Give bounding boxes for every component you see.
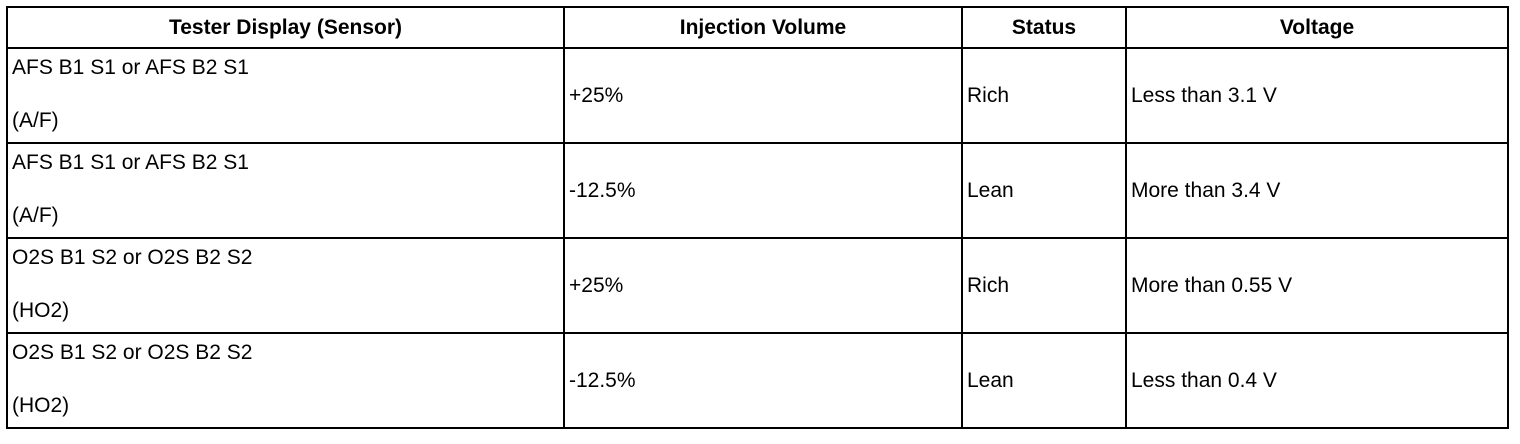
sensor-type: (A/F) <box>12 109 59 132</box>
voltage-cell: Less than 0.4 V <box>1125 332 1509 429</box>
voltage-cell: More than 3.4 V <box>1125 142 1509 239</box>
table-header: Tester Display (Sensor) Injection Volume… <box>6 6 1509 49</box>
sensor-type: (A/F) <box>12 204 59 227</box>
sensor-cell: O2S B1 S2 or O2S B2 S2 (HO2) <box>6 332 565 429</box>
injection-volume-cell: -12.5% <box>563 332 963 429</box>
status-cell: Rich <box>961 47 1127 144</box>
sensor-name: O2S B1 S2 or O2S B2 S2 <box>12 246 253 269</box>
sensor-type: (HO2) <box>12 394 70 417</box>
sensor-test-table: Tester Display (Sensor) Injection Volume… <box>6 6 1509 429</box>
status-cell: Lean <box>961 142 1127 239</box>
document: Tester Display (Sensor) Injection Volume… <box>6 6 1509 429</box>
header-row: Tester Display (Sensor) Injection Volume… <box>6 6 1509 49</box>
sensor-name: O2S B1 S2 or O2S B2 S2 <box>12 341 253 364</box>
voltage-cell: Less than 3.1 V <box>1125 47 1509 144</box>
header-voltage: Voltage <box>1125 6 1509 49</box>
sensor-cell: AFS B1 S1 or AFS B2 S1 (A/F) <box>6 142 565 239</box>
voltage-cell: More than 0.55 V <box>1125 237 1509 334</box>
injection-volume-cell: -12.5% <box>563 142 963 239</box>
table-row: O2S B1 S2 or O2S B2 S2 (HO2) +25% Rich M… <box>6 237 1509 334</box>
header-injection-volume: Injection Volume <box>563 6 963 49</box>
status-cell: Rich <box>961 237 1127 334</box>
sensor-name: AFS B1 S1 or AFS B2 S1 <box>12 151 249 174</box>
injection-volume-cell: +25% <box>563 237 963 334</box>
table-row: O2S B1 S2 or O2S B2 S2 (HO2) -12.5% Lean… <box>6 332 1509 429</box>
status-cell: Lean <box>961 332 1127 429</box>
injection-volume-cell: +25% <box>563 47 963 144</box>
sensor-name: AFS B1 S1 or AFS B2 S1 <box>12 56 249 79</box>
sensor-cell: O2S B1 S2 or O2S B2 S2 (HO2) <box>6 237 565 334</box>
header-tester-display: Tester Display (Sensor) <box>6 6 565 49</box>
sensor-type: (HO2) <box>12 299 70 322</box>
table-body: AFS B1 S1 or AFS B2 S1 (A/F) +25% Rich L… <box>6 47 1509 429</box>
sensor-cell: AFS B1 S1 or AFS B2 S1 (A/F) <box>6 47 565 144</box>
table-row: AFS B1 S1 or AFS B2 S1 (A/F) +25% Rich L… <box>6 47 1509 144</box>
table-row: AFS B1 S1 or AFS B2 S1 (A/F) -12.5% Lean… <box>6 142 1509 239</box>
header-status: Status <box>961 6 1127 49</box>
